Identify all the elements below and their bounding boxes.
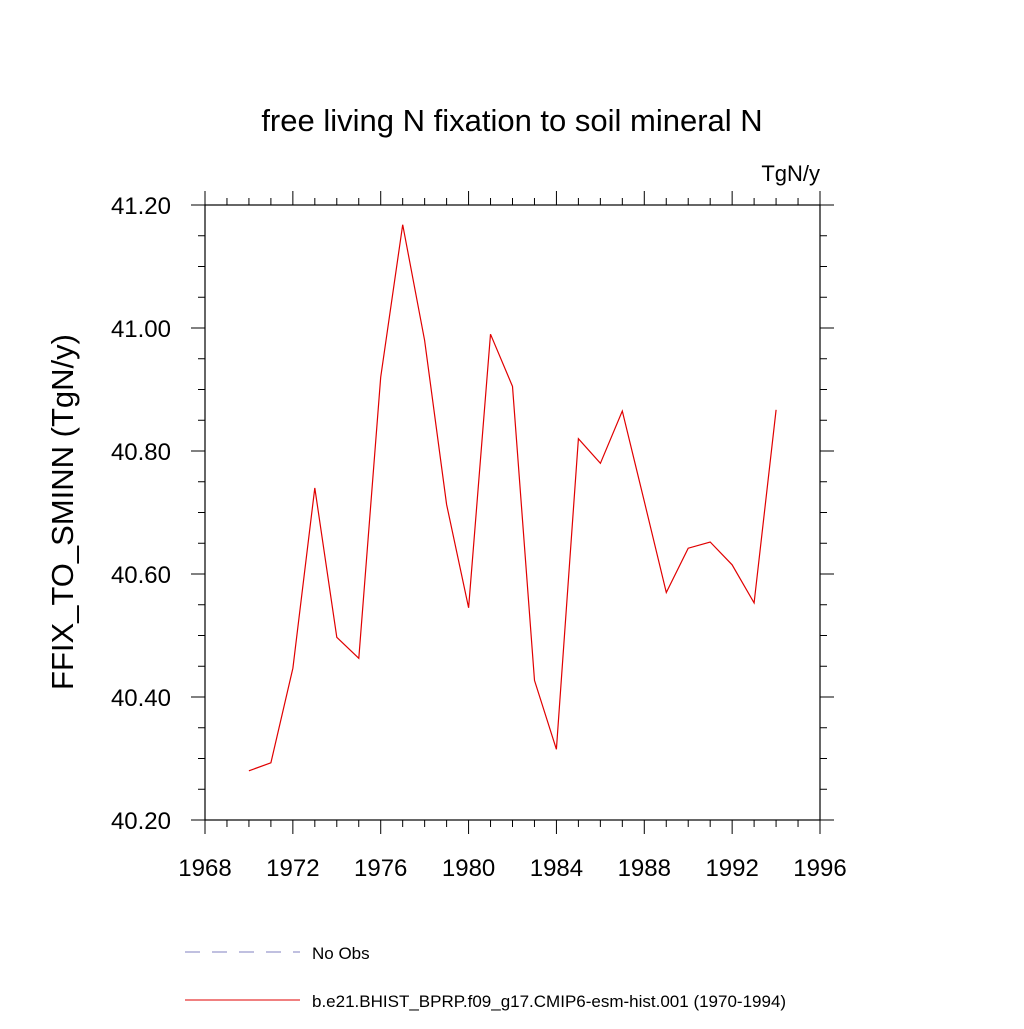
- x-tick-label: 1996: [793, 855, 846, 882]
- x-tick-label: 1992: [705, 855, 758, 882]
- x-tick-label: 1972: [266, 855, 319, 882]
- plot-area: [248, 224, 777, 772]
- y-tick-label: 41.20: [111, 193, 171, 220]
- y-tick-label: 41.00: [111, 316, 171, 343]
- legend: No Obs b.e21.BHIST_BPRP.f09_g17.CMIP6-esm…: [185, 944, 786, 1011]
- y-tick-label: 40.80: [111, 439, 171, 466]
- series-line: [248, 224, 777, 772]
- y-axis-label: FFIX_TO_SMINN (TgN/y): [45, 334, 80, 690]
- x-tick-label: 1976: [354, 855, 407, 882]
- units-label: TgN/y: [761, 161, 820, 186]
- plot-frame: [204, 204, 821, 821]
- legend-label: No Obs: [312, 944, 370, 963]
- chart-title: free living N fixation to soil mineral N: [261, 103, 762, 138]
- x-tick-label: 1988: [618, 855, 671, 882]
- y-tick-label: 40.60: [111, 562, 171, 589]
- axes: 1968 1972 1976 1980 1984 1988 1992 1996 40.20 40.…: [111, 191, 847, 882]
- x-tick-label: 1980: [442, 855, 495, 882]
- x-tick-label: 1968: [178, 855, 231, 882]
- y-tick-label: 40.40: [111, 685, 171, 712]
- legend-label: b.e21.BHIST_BPRP.f09_g17.CMIP6-esm-hist.…: [312, 992, 786, 1011]
- x-tick-label: 1984: [530, 855, 583, 882]
- y-tick-label: 40.20: [111, 808, 171, 835]
